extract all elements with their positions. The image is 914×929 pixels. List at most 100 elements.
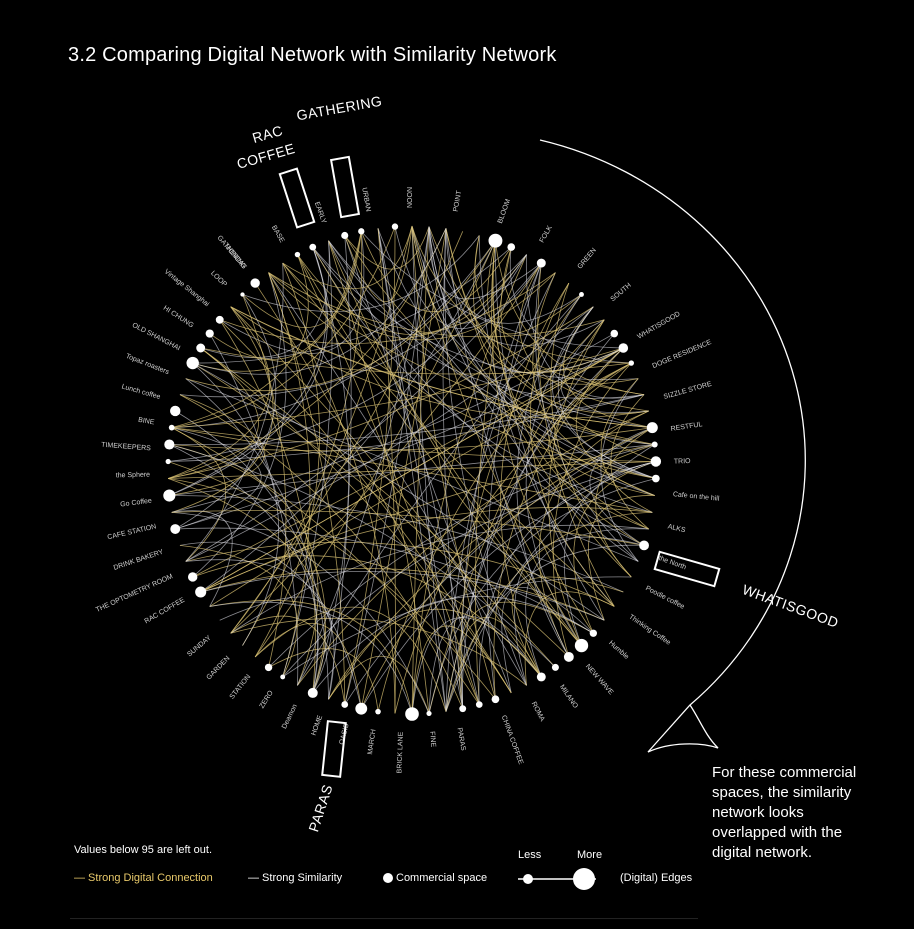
node-layer [163,223,662,721]
ring-label: FINE [428,731,436,748]
digital-edge [473,235,624,374]
commercial-space-node [507,243,516,251]
similarity-edge [200,571,605,621]
ring-label: MILANO [558,684,579,711]
similarity-edge [377,228,655,496]
digital-edge [297,254,480,705]
commercial-space-node [195,586,207,598]
ring-label: Lunch coffee [121,383,161,401]
digital-edge [493,347,624,700]
similarity-edge [428,226,542,300]
digital-edge [179,545,298,678]
legend-commercial-space: Commercial space [396,872,488,884]
similarity-edge [411,225,639,562]
similarity-edge [175,294,277,530]
commercial-space-node [341,701,349,708]
similarity-edge [445,544,645,712]
commercial-space-node [579,292,584,297]
digital-edge [168,347,259,479]
digital-edge [171,427,227,562]
digital-edge [328,608,542,700]
commercial-space-node [628,360,635,366]
ring-label: CHINA COFFEE [500,714,524,765]
digital-edge [192,231,362,372]
digital-edge [474,235,632,364]
ring-label: LOOP [209,270,228,289]
digital-edge [230,615,346,705]
bottom-divider [70,918,698,919]
similarity-edge [563,461,656,646]
commercial-space-node [240,292,245,297]
commercial-space-node [491,695,500,704]
commercial-space-node [309,243,317,251]
similarity-edge [282,240,333,678]
ring-label: MONDAY [223,243,248,271]
commercial-space-node [551,663,559,671]
digital-edge [171,347,624,429]
similarity-edge [428,226,527,324]
digital-edge [548,319,605,646]
similarity-edge [312,246,653,513]
ring-label: URBAN [360,187,371,212]
similarity-edge [377,228,464,709]
similarity-edge [328,240,655,445]
similarity-edge [179,541,362,709]
digital-edge [219,272,556,344]
edge-layer [168,225,656,715]
ring-label: DRINK BAKERY [113,549,165,572]
digital-edge [377,319,605,712]
commercial-space-node [164,439,175,450]
digital-edge [268,272,346,705]
ring-label: TIMEKEEPERS [101,442,152,453]
digital-edge [529,282,615,607]
similarity-edge [192,362,605,621]
digital-edge [411,225,645,395]
digital-edge [328,427,653,700]
commercial-space-node [646,422,658,434]
ring-label: Cafe on the hill [672,491,720,503]
ring-label: Vintage Shanghai [163,268,211,308]
ring-label: SIZZLE STORE [663,381,713,401]
commercial-space-node [196,343,206,353]
digital-edge [282,262,615,607]
digital-edge [524,591,615,686]
digital-edge [595,427,653,578]
digital-edge [200,568,605,621]
ring-label: RESTFUL [670,421,703,433]
legend-digital-connection: — Strong Digital Connection [74,872,213,884]
similarity-edge [192,362,279,646]
commercial-space-node [307,687,318,698]
similarity-edge [282,461,656,678]
digital-edge [492,240,649,530]
digital-edge [169,427,653,452]
similarity-edge [428,226,656,479]
similarity-edge [168,254,527,462]
similarity-edge [175,347,624,530]
digital-edge [344,226,396,705]
similarity-edge [478,461,656,705]
similarity-edge [360,231,624,349]
digital-edge [328,656,430,714]
commercial-space-node [355,702,368,715]
legend-strong-similarity: — Strong Similarity [248,872,343,884]
ring-label: FOLK [539,224,554,244]
similarity-edge [192,246,512,364]
digital-edge [185,541,615,607]
similarity-edge [242,235,480,312]
paras-highlight-box [321,720,347,778]
commercial-space-node [426,710,432,716]
ring-label: GARDEN [206,655,232,681]
ring-label: BINE [138,417,156,427]
commercial-space-node [165,458,171,465]
commercial-space-node [391,223,399,230]
digital-edge [575,347,655,496]
similarity-edge [360,461,656,709]
digital-edge [230,262,542,634]
similarity-edge [444,228,527,686]
digital-edge [268,272,655,445]
similarity-edge [169,444,319,693]
page-title: 3.2 Comparing Digital Network with Simil… [68,44,557,66]
similarity-edge [297,226,430,686]
digital-edge [185,240,496,391]
